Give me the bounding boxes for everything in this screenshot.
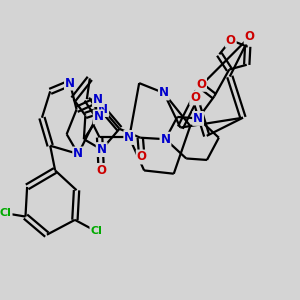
Text: O: O — [137, 151, 147, 164]
Text: N: N — [65, 76, 75, 90]
Text: N: N — [124, 131, 134, 144]
Text: O: O — [196, 78, 206, 91]
Text: O: O — [244, 31, 255, 44]
Text: N: N — [98, 103, 108, 116]
Text: N: N — [94, 110, 104, 123]
Text: N: N — [160, 133, 170, 146]
Text: Cl: Cl — [0, 208, 12, 218]
Text: Cl: Cl — [90, 226, 102, 236]
Text: N: N — [159, 86, 169, 100]
Text: N: N — [93, 93, 103, 106]
Text: O: O — [190, 92, 200, 104]
Text: O: O — [226, 34, 236, 47]
Text: N: N — [97, 143, 107, 156]
Text: N: N — [193, 112, 203, 125]
Text: O: O — [96, 164, 106, 177]
Text: N: N — [73, 148, 83, 160]
